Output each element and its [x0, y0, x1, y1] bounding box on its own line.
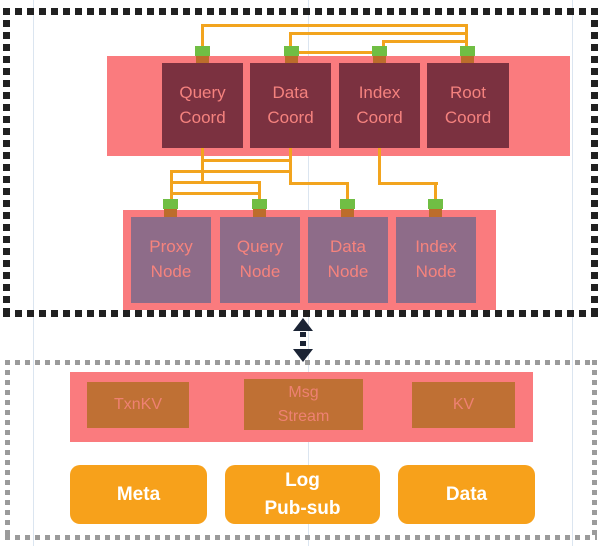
pin-icon	[460, 46, 475, 56]
node-label: Data	[330, 237, 366, 257]
coord-label: Root	[450, 82, 486, 102]
coord-label: Query	[179, 82, 226, 102]
pin-icon	[163, 199, 178, 209]
service-box-msg-stream: Msg Stream	[244, 379, 363, 430]
service-label: Msg	[288, 384, 319, 402]
connector-line	[289, 148, 292, 185]
coord-label: Coord	[444, 107, 492, 127]
coord-label: Coord	[179, 107, 226, 127]
pin-stem-icon	[196, 56, 209, 64]
pin-stem-icon	[429, 209, 442, 217]
connector-line	[170, 181, 261, 184]
node-box-proxy: Proxy Node	[131, 217, 211, 303]
guide-line	[33, 0, 34, 546]
connector-line	[465, 24, 468, 46]
store-label: Log	[285, 469, 320, 491]
node-box-index: Index Node	[396, 217, 476, 303]
connector-line	[434, 182, 437, 200]
connector-line	[201, 148, 204, 184]
connector-line	[170, 170, 173, 200]
coord-box-index: Index Coord	[339, 63, 420, 148]
connector-line	[289, 32, 292, 46]
pin-stem-icon	[253, 209, 266, 217]
pin-stem-icon	[461, 56, 474, 64]
pin-stem-icon	[341, 209, 354, 217]
pin-stem-icon	[285, 56, 298, 64]
store-label: Meta	[116, 483, 161, 505]
service-label: TxnKV	[113, 396, 162, 414]
connector-line	[170, 170, 291, 173]
pin-icon	[195, 46, 210, 56]
node-label: Node	[150, 262, 192, 281]
pin-icon	[372, 46, 387, 56]
connector-line	[170, 192, 261, 195]
coord-label: Data	[272, 82, 309, 102]
pin-icon	[428, 199, 443, 209]
connector-line	[202, 159, 291, 162]
guide-line	[572, 0, 573, 546]
node-label: Node	[239, 262, 281, 281]
node-label: Query	[236, 237, 284, 257]
pin-stem-icon	[373, 56, 386, 64]
coord-box-root: Root Coord	[427, 63, 509, 148]
connector-line	[384, 40, 468, 43]
node-label: Index	[415, 237, 457, 257]
store-box-meta: Meta	[70, 465, 207, 524]
store-label: Pub-sub	[264, 497, 341, 519]
coord-label: Coord	[267, 107, 314, 127]
store-box-log-pubsub: Log Pub-sub	[225, 465, 380, 524]
connector-line	[346, 182, 349, 200]
node-label: Node	[415, 262, 457, 281]
service-box-kv: KV	[412, 382, 515, 428]
arrow-head-down	[292, 349, 313, 362]
store-label: Data	[445, 483, 488, 505]
service-box-txnkv: TxnKV	[87, 382, 189, 428]
pin-icon	[252, 199, 267, 209]
arrow-shaft	[299, 332, 306, 348]
pin-icon	[284, 46, 299, 56]
store-box-data: Data	[398, 465, 535, 524]
service-label: KV	[452, 396, 475, 414]
pin-stem-icon	[164, 209, 177, 217]
connector-line	[298, 51, 377, 54]
coord-box-query: Query Coord	[162, 63, 243, 148]
connector-line	[379, 182, 438, 185]
connector-line	[291, 32, 468, 35]
coord-box-data: Data Coord	[250, 63, 331, 148]
service-label: Stream	[277, 407, 330, 425]
connector-line	[378, 148, 381, 185]
coord-label: Coord	[356, 107, 403, 127]
connector-line	[258, 181, 261, 200]
node-label: Node	[327, 262, 369, 281]
node-label: Proxy	[149, 237, 193, 257]
connector-line	[203, 24, 468, 27]
connector-line	[289, 182, 349, 185]
bidirectional-arrow-icon	[292, 318, 313, 364]
coord-label: Index	[358, 82, 401, 102]
node-box-query: Query Node	[220, 217, 300, 303]
pin-icon	[340, 199, 355, 209]
connector-line	[382, 40, 385, 46]
node-box-data: Data Node	[308, 217, 388, 303]
arrow-head-up	[292, 318, 313, 331]
connector-line	[201, 24, 204, 46]
